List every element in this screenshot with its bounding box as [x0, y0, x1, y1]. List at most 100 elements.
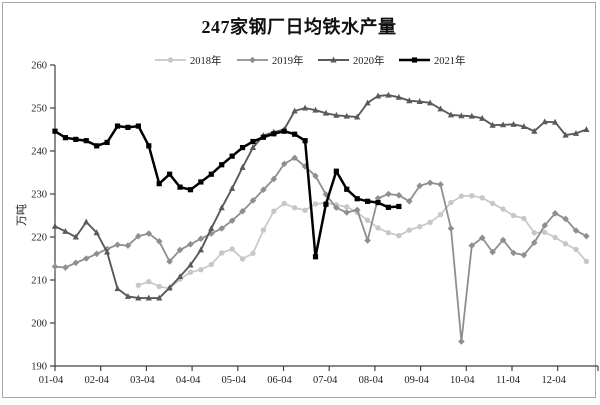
series-marker-2021年 — [177, 184, 183, 190]
series-marker-2020年 — [249, 144, 257, 151]
series-marker-2020年 — [83, 218, 90, 225]
series-marker-2019年 — [447, 225, 455, 232]
series-marker-2019年 — [426, 179, 434, 187]
series-line-2019年 — [54, 157, 587, 343]
series-marker-2021年 — [94, 143, 100, 149]
series-marker-2020年 — [468, 112, 475, 119]
series-marker-2020年 — [333, 111, 340, 118]
series-marker-2019年 — [531, 239, 538, 246]
series-marker-2018年 — [229, 246, 235, 252]
series-marker-2019年 — [270, 175, 278, 183]
series-marker-2020年 — [562, 131, 569, 138]
series-marker-2019年 — [364, 237, 371, 244]
series-marker-2020年 — [552, 118, 559, 125]
series-marker-2019年 — [489, 248, 496, 256]
series-marker-2020年 — [187, 261, 194, 268]
x-tick-label: 08-04 — [359, 375, 384, 386]
series-marker-2018年 — [271, 208, 277, 214]
series-marker-2019年 — [145, 230, 153, 237]
series-marker-2020年 — [541, 118, 548, 125]
series-marker-2020年 — [374, 92, 382, 99]
series-marker-2021年 — [156, 181, 162, 187]
series-marker-2020年 — [197, 246, 204, 253]
series-marker-2020年 — [520, 123, 527, 129]
series-marker-2018年 — [260, 227, 267, 233]
series-marker-2020年 — [322, 109, 330, 116]
x-tick-label: 12-04 — [541, 375, 566, 386]
series-marker-2019年 — [93, 250, 100, 258]
series-marker-2018年 — [187, 269, 194, 275]
series-marker-2020年 — [104, 248, 111, 255]
series-marker-2019年 — [541, 222, 549, 229]
series-marker-2021年 — [219, 162, 225, 168]
series-marker-2020年 — [395, 93, 402, 100]
series-marker-2021年 — [323, 201, 329, 207]
series-marker-2020年 — [229, 185, 236, 191]
x-tick-label: 05-04 — [222, 375, 247, 386]
series-marker-2018年 — [135, 282, 142, 288]
series-marker-2019年 — [572, 227, 580, 234]
series-marker-2019年 — [114, 241, 121, 249]
series-marker-2020年 — [72, 233, 79, 240]
series-marker-2018年 — [531, 230, 538, 236]
series-marker-2019年 — [510, 249, 517, 257]
series-marker-2019年 — [478, 234, 486, 242]
series-marker-2020年 — [156, 294, 163, 301]
series-marker-2019年 — [551, 210, 559, 217]
series-marker-2020年 — [583, 126, 590, 132]
series-marker-2020年 — [572, 129, 580, 136]
series-marker-2018年 — [406, 227, 412, 233]
series-marker-2018年 — [385, 230, 392, 236]
series-marker-2020年 — [385, 91, 392, 98]
series-marker-2019年 — [82, 255, 90, 262]
legend-marker-2018年 — [167, 57, 174, 63]
series-marker-2021年 — [344, 186, 350, 192]
legend-marker-2019年 — [249, 56, 256, 64]
chart-frame: 247家钢厂日均铁水产量 190 200 210 220 230 240 250 260 01-… — [2, 2, 599, 398]
series-marker-2019年 — [197, 235, 205, 243]
series-marker-2019年 — [62, 264, 69, 271]
series-marker-2021年 — [333, 168, 339, 174]
series-marker-2019年 — [155, 238, 163, 245]
series-marker-2019年 — [260, 186, 267, 193]
series-marker-2019年 — [239, 207, 246, 215]
series-marker-2021年 — [365, 198, 371, 204]
series-marker-2018年 — [375, 225, 381, 231]
series-marker-2019年 — [301, 163, 309, 170]
series-marker-2019年 — [343, 209, 351, 216]
series-marker-2021年 — [292, 131, 298, 137]
x-tick-label: 04-04 — [176, 375, 201, 386]
series-marker-2019年 — [322, 191, 330, 198]
series-marker-2019年 — [499, 236, 507, 244]
series-marker-2021年 — [73, 136, 79, 142]
series-marker-2018年 — [542, 229, 548, 235]
series-marker-2020年 — [437, 105, 444, 112]
series-marker-2019年 — [187, 241, 194, 248]
series-marker-2020年 — [458, 112, 465, 119]
series-marker-2019年 — [176, 246, 184, 254]
series-marker-2018年 — [552, 234, 558, 241]
series-marker-2020年 — [479, 114, 486, 121]
series-marker-2021年 — [114, 123, 121, 129]
x-tick-label: 09-04 — [404, 375, 429, 386]
y-tick-label: 230 — [31, 190, 47, 201]
series-marker-2019年 — [395, 191, 403, 199]
plot-area: 190 200 210 220 230 240 250 260 01-04 02-04 03-04 0… — [15, 54, 599, 386]
y-tick-label: 210 — [31, 276, 47, 287]
series-marker-2020年 — [343, 112, 350, 119]
series-marker-2018年 — [583, 258, 590, 265]
series-marker-2021年 — [354, 196, 360, 202]
series-marker-2021年 — [146, 143, 152, 149]
series-marker-2019年 — [312, 172, 319, 180]
series-marker-2019年 — [291, 154, 298, 162]
y-tick-label: 240 — [31, 147, 47, 158]
series-marker-2020年 — [93, 229, 100, 236]
series-marker-2019年 — [166, 258, 173, 265]
series-marker-2021年 — [104, 139, 110, 145]
series-marker-2019年 — [228, 217, 236, 224]
series-marker-2021年 — [229, 153, 235, 159]
legend-marker-2021年 — [411, 57, 418, 63]
series-marker-2020年 — [208, 225, 215, 231]
series-marker-2018年 — [239, 256, 246, 262]
series-marker-2020年 — [312, 106, 319, 113]
